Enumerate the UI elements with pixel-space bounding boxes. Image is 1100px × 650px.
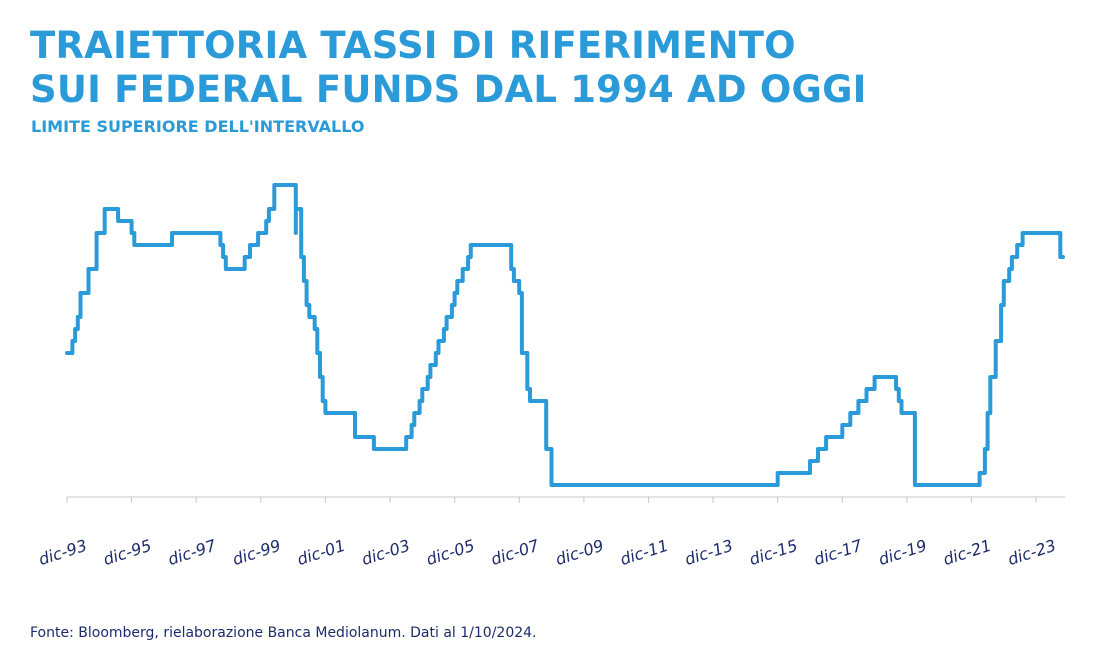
x-axis-ticks [66, 497, 1037, 503]
x-tick-label-dic-21: dic-21 [941, 536, 994, 569]
series-line-upper-bound [65, 183, 1065, 487]
chart-title-line-2: SUI FEDERAL FUNDS DAL 1994 AD OGGI [30, 68, 867, 111]
x-tick-label-dic-05: dic-05 [424, 536, 477, 569]
chart-subtitle: LIMITE SUPERIORE DELL'INTERVALLO [31, 117, 365, 136]
x-tick-label-dic-95: dic-95 [101, 536, 154, 569]
x-tick-label-dic-03: dic-03 [359, 536, 412, 569]
x-tick-label-dic-93: dic-93 [36, 536, 89, 569]
x-tick-label-dic-11: dic-11 [618, 536, 671, 569]
x-tick-label-dic-97: dic-97 [165, 535, 219, 569]
x-tick-label-dic-19: dic-19 [876, 536, 929, 569]
x-tick-label-dic-01: dic-01 [295, 536, 348, 569]
chart-title: TRAIETTORIA TASSI DI RIFERIMENTO SUI FED… [30, 24, 867, 112]
x-axis-tick-labels: dic-93 dic-95 dic-97 dic-99 dic-01 dic-03 dic-… [36, 535, 1058, 569]
x-tick-label-dic-07: dic-07 [488, 535, 542, 569]
x-tick-label-dic-23: dic-23 [1005, 536, 1058, 569]
x-tick-label-dic-13: dic-13 [682, 536, 735, 569]
chart-title-line-1: TRAIETTORIA TASSI DI RIFERIMENTO [30, 24, 796, 67]
x-tick-label-dic-17: dic-17 [812, 535, 866, 569]
x-tick-label-dic-15: dic-15 [747, 536, 800, 569]
x-tick-label-dic-99: dic-99 [230, 536, 283, 569]
x-tick-label-dic-09: dic-09 [553, 536, 606, 569]
source-note: Fonte: Bloomberg, rielaborazione Banca M… [30, 625, 537, 641]
